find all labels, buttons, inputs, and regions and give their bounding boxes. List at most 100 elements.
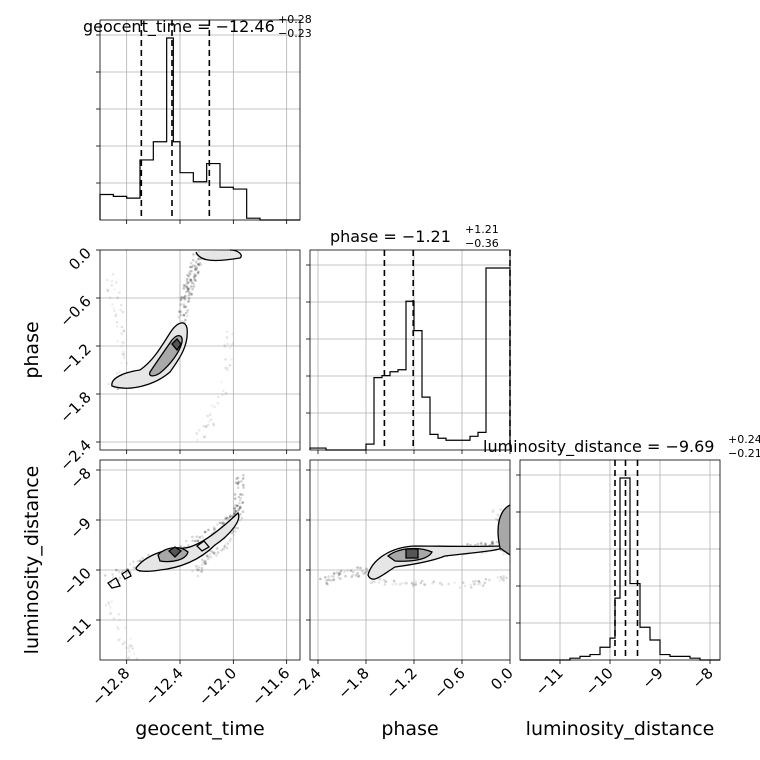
sample-point-geocent-time-phase <box>197 257 200 261</box>
sample-point-geocent-time-phase <box>120 325 124 329</box>
sample-point-geocent-time-phase <box>202 435 206 439</box>
contour-mid-geocent-time-luminosity-distance <box>157 547 189 563</box>
sample-point-geocent-time-phase <box>177 315 180 319</box>
sample-point-phase-luminosity-distance <box>391 583 395 586</box>
sample-point-geocent-time-phase <box>182 313 186 317</box>
sample-point-phase-luminosity-distance <box>447 582 451 586</box>
sample-point-phase-luminosity-distance <box>365 567 368 571</box>
sample-point-phase-luminosity-distance <box>332 571 336 575</box>
sample-point-geocent-time-luminosity-distance <box>200 569 204 572</box>
sample-point-phase-luminosity-distance <box>414 580 418 583</box>
ytick-label-phase: −0.6 <box>56 292 94 330</box>
sample-point-phase-luminosity-distance <box>362 572 366 576</box>
sample-point-geocent-time-phase <box>179 296 183 300</box>
sample-point-geocent-time-phase <box>231 332 234 336</box>
sample-point-phase-luminosity-distance <box>356 575 360 579</box>
sample-point-geocent-time-luminosity-distance <box>204 562 208 565</box>
sample-point-geocent-time-phase <box>210 404 214 407</box>
sample-point-phase-luminosity-distance <box>337 576 341 579</box>
sample-point-geocent-time-phase <box>209 418 213 421</box>
sample-point-geocent-time-phase <box>197 270 200 274</box>
sample-point-geocent-time-phase <box>120 344 123 348</box>
sample-point-geocent-time-luminosity-distance <box>128 644 131 647</box>
sample-point-geocent-time-luminosity-distance <box>233 493 237 496</box>
sample-point-phase-luminosity-distance <box>327 575 330 578</box>
sample-point-geocent-time-phase <box>226 368 229 372</box>
sample-point-geocent-time-luminosity-distance <box>179 545 182 548</box>
sample-point-geocent-time-luminosity-distance <box>233 512 236 515</box>
sample-point-phase-luminosity-distance <box>414 582 418 586</box>
sample-point-phase-luminosity-distance <box>484 543 487 546</box>
sample-point-geocent-time-phase <box>185 285 189 289</box>
sample-point-geocent-time-luminosity-distance <box>208 553 212 556</box>
sample-point-phase-luminosity-distance <box>356 572 359 575</box>
sample-point-geocent-time-phase <box>116 339 120 343</box>
sample-point-geocent-time-luminosity-distance <box>216 547 219 550</box>
sample-point-geocent-time-luminosity-distance <box>141 557 144 560</box>
sample-point-geocent-time-luminosity-distance <box>117 613 121 616</box>
sample-point-phase-luminosity-distance <box>483 581 487 585</box>
sample-point-geocent-time-luminosity-distance <box>109 612 112 616</box>
sample-point-geocent-time-phase <box>184 294 187 298</box>
sample-point-geocent-time-luminosity-distance <box>236 482 240 486</box>
xtick-label-luminosity-distance: −8 <box>688 664 716 692</box>
sample-point-geocent-time-phase <box>226 342 229 346</box>
sample-point-geocent-time-luminosity-distance <box>240 516 244 520</box>
title-sub: −0.36 <box>465 237 499 250</box>
sample-point-geocent-time-luminosity-distance <box>133 652 136 655</box>
sample-point-phase-luminosity-distance <box>496 576 500 579</box>
sample-point-phase-luminosity-distance <box>384 580 388 583</box>
sample-point-geocent-time-luminosity-distance <box>200 535 204 538</box>
contour-outer-phase-luminosity-distance <box>367 545 506 580</box>
sample-point-geocent-time-luminosity-distance <box>191 570 194 573</box>
sample-point-phase-luminosity-distance <box>332 572 336 576</box>
sample-point-geocent-time-luminosity-distance <box>239 493 243 496</box>
sample-point-geocent-time-phase <box>184 290 188 294</box>
sample-point-geocent-time-luminosity-distance <box>241 510 245 513</box>
sample-point-geocent-time-luminosity-distance <box>123 640 126 643</box>
panel-phase-vs-luminosity-distance-frame <box>309 459 511 661</box>
contour-outer-geocent-time-phase <box>111 322 188 389</box>
sample-point-phase-luminosity-distance <box>491 540 494 543</box>
sample-point-geocent-time-luminosity-distance <box>118 576 122 580</box>
sample-point-geocent-time-phase <box>213 405 216 409</box>
contours <box>107 249 511 589</box>
sample-point-phase-luminosity-distance <box>502 575 506 578</box>
sample-point-geocent-time-luminosity-distance <box>209 555 213 559</box>
sample-point-geocent-time-luminosity-distance <box>235 504 239 508</box>
sample-point-geocent-time-luminosity-distance <box>111 573 114 576</box>
hist-phase-steps <box>309 267 511 451</box>
sample-point-geocent-time-luminosity-distance <box>220 521 224 525</box>
ytick-label-luminosity-distance: −11 <box>60 614 95 649</box>
sample-point-geocent-time-phase <box>183 298 187 301</box>
sample-point-geocent-time-phase <box>184 318 187 322</box>
sample-point-geocent-time-phase <box>190 284 193 288</box>
sample-point-geocent-time-phase <box>182 297 186 300</box>
sample-point-phase-luminosity-distance <box>496 518 500 521</box>
sample-point-geocent-time-luminosity-distance <box>229 537 233 540</box>
sample-point-geocent-time-phase <box>107 288 110 291</box>
contour-top-geocent-time-phase <box>195 249 242 262</box>
sample-point-geocent-time-luminosity-distance <box>234 481 238 485</box>
sample-point-geocent-time-phase <box>199 263 203 267</box>
sample-point-geocent-time-phase <box>190 293 193 296</box>
ytick-label-phase: −2.4 <box>56 436 94 474</box>
sample-point-geocent-time-phase <box>125 362 129 365</box>
sample-point-phase-luminosity-distance <box>351 573 355 577</box>
sample-point-geocent-time-luminosity-distance <box>127 657 130 660</box>
sample-point-phase-luminosity-distance <box>382 578 386 582</box>
sample-point-phase-luminosity-distance <box>470 586 473 589</box>
sample-point-geocent-time-luminosity-distance <box>237 480 241 484</box>
sample-point-geocent-time-phase <box>228 364 232 367</box>
sample-point-phase-luminosity-distance <box>325 582 329 586</box>
sample-point-geocent-time-luminosity-distance <box>207 555 210 558</box>
sample-point-geocent-time-phase <box>122 353 126 356</box>
sample-point-geocent-time-luminosity-distance <box>123 641 126 645</box>
ytick-label-luminosity-distance: −10 <box>60 564 95 599</box>
sample-point-phase-luminosity-distance <box>472 580 475 583</box>
sample-point-phase-luminosity-distance <box>466 543 469 546</box>
sample-point-geocent-time-phase <box>187 271 191 275</box>
sample-point-geocent-time-phase <box>193 264 197 268</box>
scatter-samples <box>103 250 512 661</box>
sample-point-geocent-time-luminosity-distance <box>242 486 245 489</box>
